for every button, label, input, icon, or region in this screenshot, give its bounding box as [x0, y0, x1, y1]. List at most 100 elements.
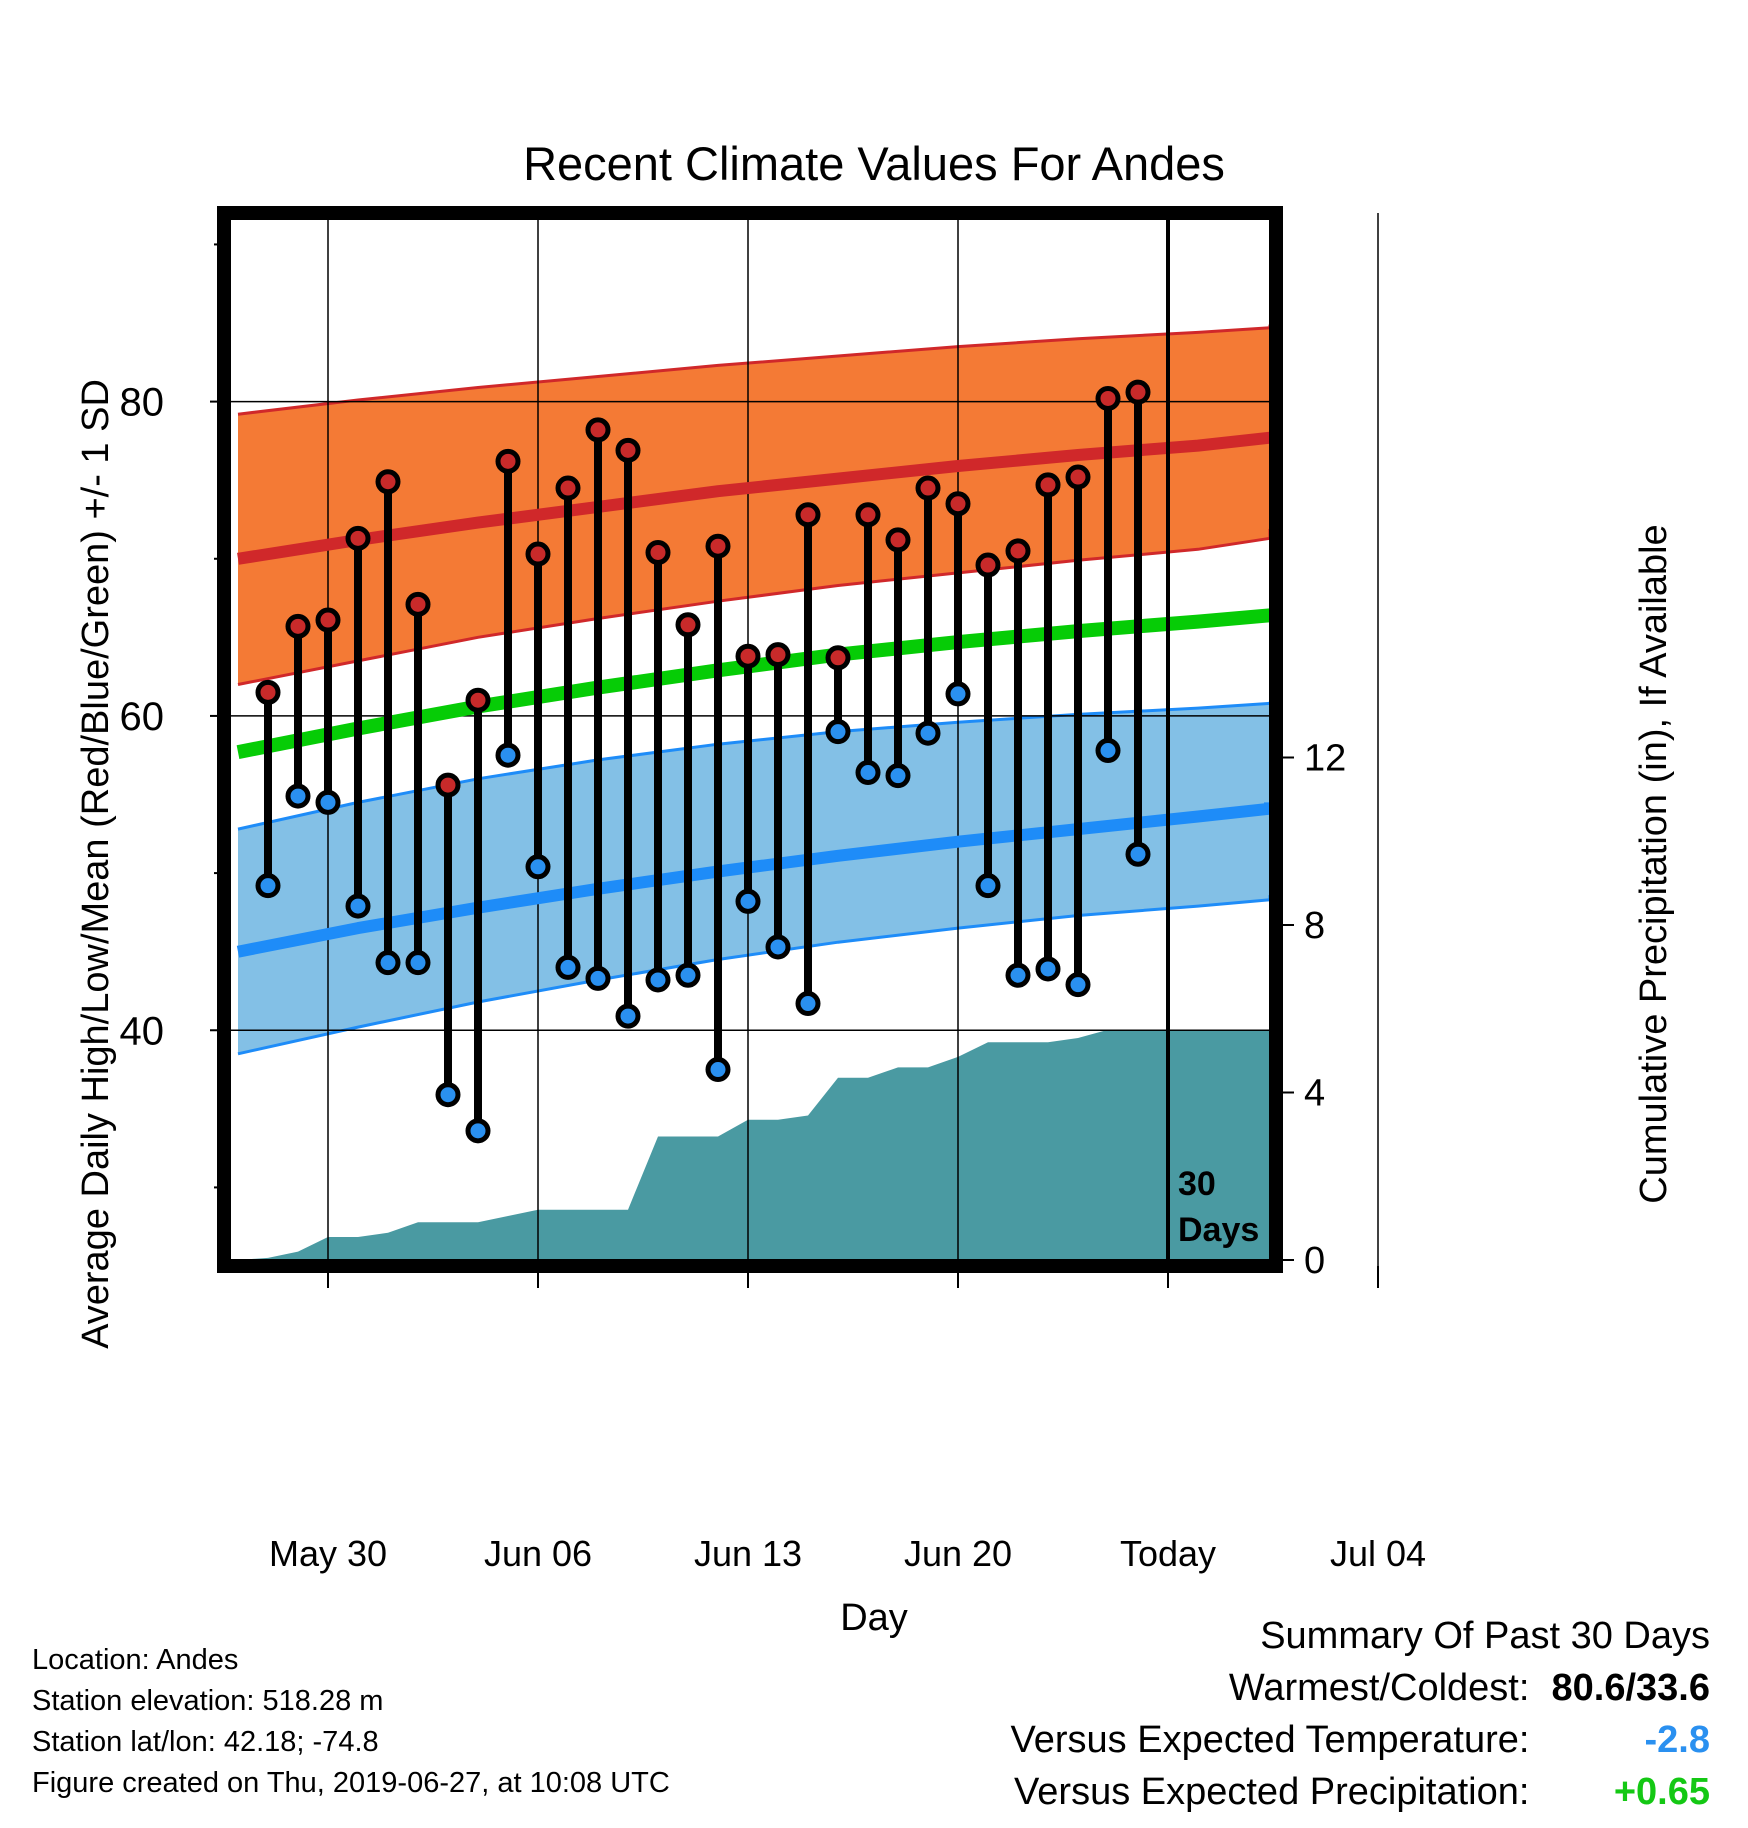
y-left-tick-label: 40 [120, 1009, 165, 1053]
x-tick-label: May 30 [269, 1533, 387, 1574]
obs-high-point [585, 417, 611, 443]
precip-departure-label: Versus Expected Precipitation: [1014, 1771, 1530, 1813]
y-axis-right-label: Cumulative Precipitation (in), If Availa… [1633, 524, 1675, 1203]
obs-low-point [645, 967, 671, 993]
obs-low-point [975, 873, 1001, 899]
obs-low-point [435, 1082, 461, 1108]
obs-low-point [855, 760, 881, 786]
x-tick-label: Today [1120, 1533, 1216, 1574]
obs-high-point [885, 527, 911, 553]
obs-low-point [615, 1003, 641, 1029]
obs-low-point [765, 934, 791, 960]
y-left-tick-label: 80 [120, 381, 165, 425]
x-axis-label: Day [840, 1597, 908, 1639]
obs-high-point [975, 552, 1001, 578]
y-left-tick-label: 60 [120, 695, 165, 739]
obs-high-point [615, 437, 641, 463]
precipitation-area [238, 1029, 1270, 1260]
location-text: Location: Andes [32, 1644, 239, 1676]
obs-low-point [885, 763, 911, 789]
obs-high-point [1125, 379, 1151, 405]
obs-high-point [1035, 472, 1061, 498]
y-right-tick-label: 0 [1304, 1240, 1325, 1282]
x-tick-label: Jul 04 [1330, 1533, 1426, 1574]
precip-departure-row: Versus Expected Precipitation: +0.65 [1011, 1766, 1710, 1818]
x-tick-label: Jun 20 [904, 1533, 1012, 1574]
obs-low-point [825, 719, 851, 745]
high-sd-band [238, 324, 1270, 685]
y-right-tick-label: 12 [1304, 737, 1346, 779]
obs-low-point [555, 954, 581, 980]
obs-high-point [345, 525, 371, 551]
obs-low-point [795, 991, 821, 1017]
obs-low-point [1005, 962, 1031, 988]
obs-high-point [255, 679, 281, 705]
plot-frame [217, 206, 1283, 1273]
obs-low-point [585, 965, 611, 991]
chart-title: Recent Climate Values For Andes [523, 137, 1225, 190]
obs-low-point [1125, 841, 1151, 867]
obs-low-point [465, 1118, 491, 1144]
high-normal-line [237, 431, 1276, 565]
plot-layers: 30 Days 40 60 80 0 4 8 12 May 30 Jun 06 Jun 13 Jun 2… [120, 206, 1426, 1574]
y-right-tick-label: 8 [1304, 905, 1325, 947]
high-plus-sd-line [237, 324, 1272, 416]
temp-departure-value: -2.8 [1644, 1719, 1710, 1761]
warmest-coldest-value: 80.6/33.6 [1551, 1667, 1710, 1709]
x-tick-label: Jun 06 [484, 1533, 592, 1574]
y-right-tick-label: 4 [1304, 1072, 1325, 1114]
obs-high-point [1005, 538, 1031, 564]
obs-low-point [315, 789, 341, 815]
obs-high-point [555, 475, 581, 501]
obs-high-point [825, 645, 851, 671]
obs-low-point [375, 950, 401, 976]
obs-high-point [375, 469, 401, 495]
obs-high-point [495, 448, 521, 474]
obs-high-point [705, 533, 731, 559]
obs-low-point [945, 681, 971, 707]
obs-low-point [915, 720, 941, 746]
warmest-coldest-row: Warmest/Coldest: 80.6/33.6 [1011, 1662, 1710, 1714]
obs-high-point [285, 613, 311, 639]
temp-departure-label: Versus Expected Temperature: [1010, 1719, 1530, 1761]
low-sd-band [238, 701, 1270, 1054]
obs-high-point [645, 539, 671, 565]
obs-high-point [795, 502, 821, 528]
obs-low-point [1065, 972, 1091, 998]
obs-high-point [435, 772, 461, 798]
elevation-text: Station elevation: 518.28 m [32, 1685, 384, 1717]
obs-high-point [675, 612, 701, 638]
obs-low-point [1095, 738, 1121, 764]
obs-high-point [525, 541, 551, 567]
obs-high-point [465, 687, 491, 713]
obs-low-point [285, 783, 311, 809]
high-minus-sd-line [237, 528, 1272, 686]
low-normal-line [236, 802, 1276, 958]
x-tick-label: Jun 13 [694, 1533, 802, 1574]
summary-title: Summary Of Past 30 Days [1260, 1615, 1710, 1657]
obs-low-point [525, 854, 551, 880]
obs-high-point [735, 643, 761, 669]
obs-high-point [765, 642, 791, 668]
obs-high-point [1065, 464, 1091, 490]
obs-high-point [945, 491, 971, 517]
obs-low-point [1035, 956, 1061, 982]
today-label-days: Days [1178, 1211, 1259, 1249]
precip-departure-value: +0.65 [1613, 1771, 1710, 1813]
obs-high-point [855, 502, 881, 528]
obs-low-point [735, 888, 761, 914]
obs-high-point [315, 607, 341, 633]
obs-high-point [405, 591, 431, 617]
obs-low-point [405, 950, 431, 976]
warmest-coldest-label: Warmest/Coldest: [1228, 1667, 1530, 1709]
obs-high-point [915, 475, 941, 501]
obs-low-point [705, 1057, 731, 1083]
obs-low-point [675, 962, 701, 988]
y-axis-left-label: Average Daily High/Low/Mean (Red/Blue/Gr… [75, 379, 117, 1349]
obs-low-point [495, 742, 521, 768]
low-minus-sd-line [237, 895, 1272, 1056]
obs-low-point [345, 893, 371, 919]
station-info: Location: Andes Station elevation: 518.2… [32, 1640, 670, 1804]
latlon-text: Station lat/lon: 42.18; -74.8 [32, 1726, 379, 1758]
